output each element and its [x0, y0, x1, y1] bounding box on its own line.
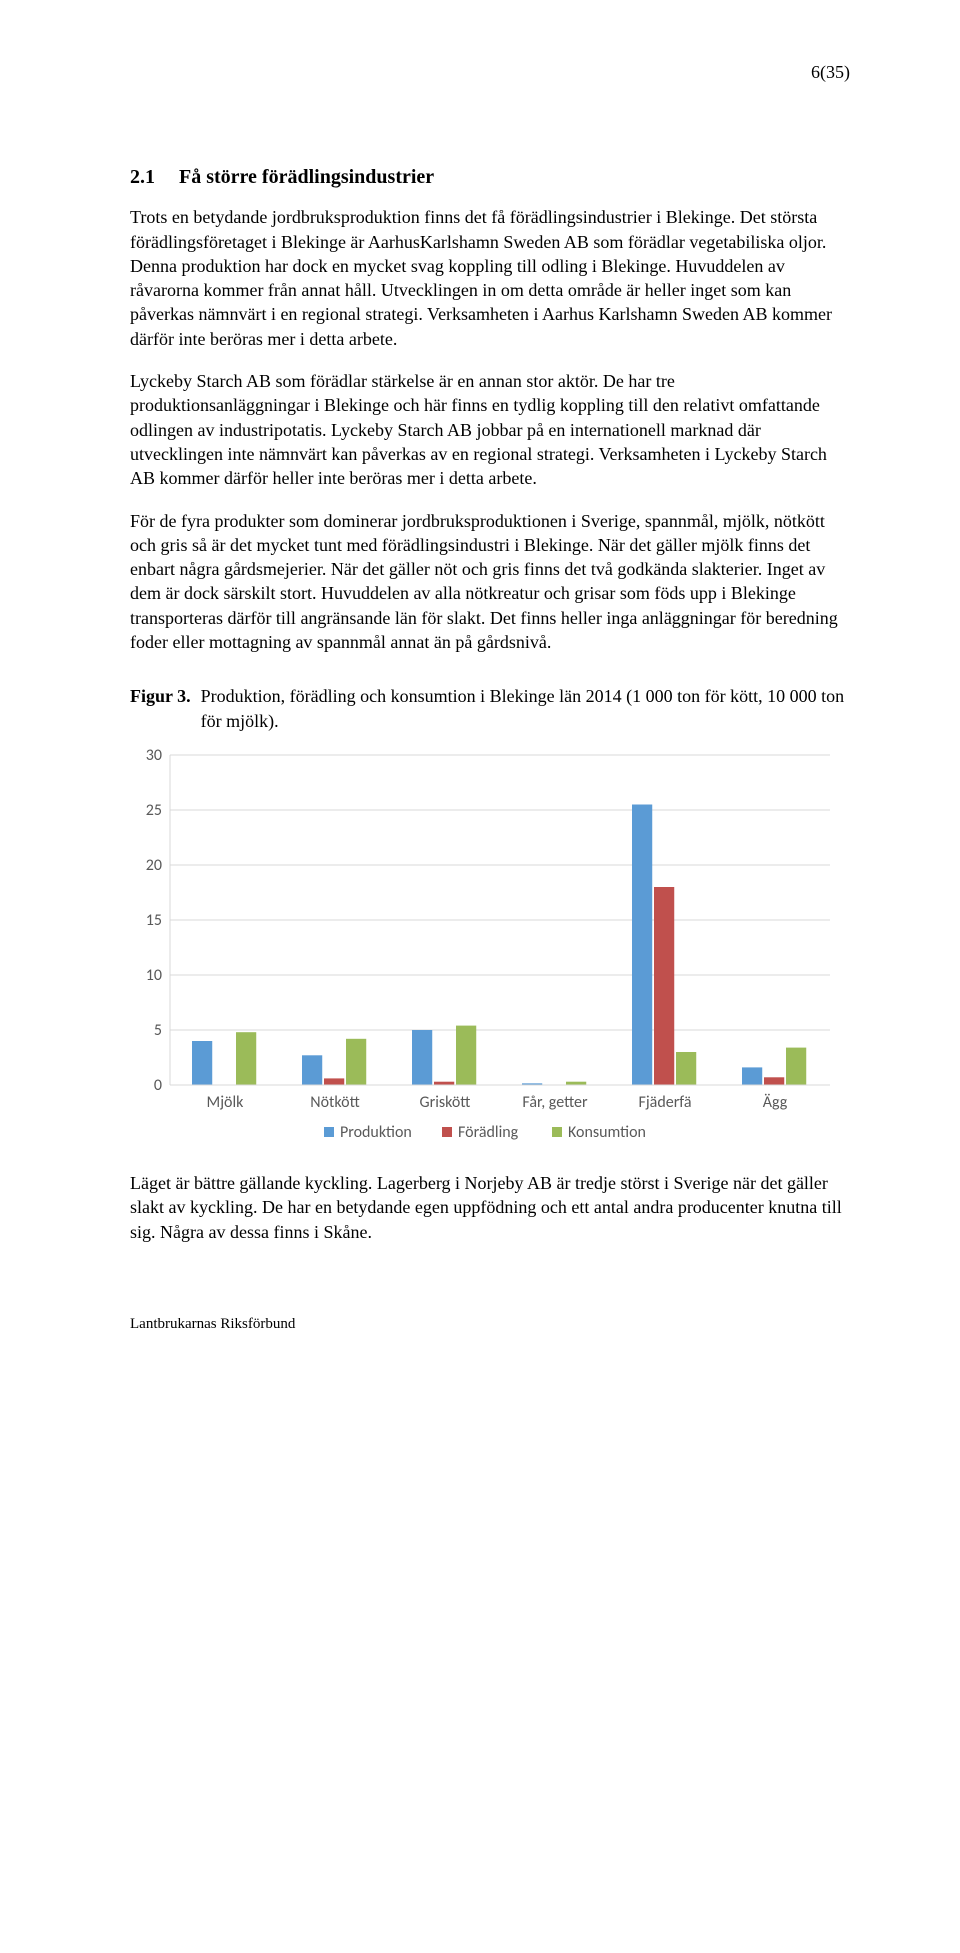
svg-text:Nötkött: Nötkött	[310, 1093, 359, 1112]
svg-text:Förädling: Förädling	[458, 1123, 519, 1142]
closing-paragraph: Läget är bättre gällande kyckling. Lager…	[130, 1171, 850, 1244]
footer-text: Lantbrukarnas Riksförbund	[130, 1314, 850, 1334]
body-paragraph: Lyckeby Starch AB som förädlar stärkelse…	[130, 369, 850, 490]
svg-text:Konsumtion: Konsumtion	[568, 1123, 646, 1142]
section-number: 2.1	[130, 164, 155, 191]
bar-chart: 0 5 10 15 20 25 30 Mjölk Nötkött Griskött Får, get…	[130, 745, 840, 1165]
svg-text:20: 20	[146, 856, 162, 875]
body-paragraph: För de fyra produkter som dominerar jord…	[130, 509, 850, 655]
svg-text:25: 25	[146, 801, 162, 820]
svg-text:Griskött: Griskött	[420, 1093, 471, 1112]
svg-text:Får, getter: Får, getter	[522, 1093, 588, 1112]
page-number: 6(35)	[130, 60, 850, 84]
svg-text:15: 15	[146, 911, 162, 930]
svg-text:Produktion: Produktion	[340, 1123, 412, 1142]
svg-text:10: 10	[146, 966, 162, 985]
svg-text:Mjölk: Mjölk	[207, 1093, 245, 1112]
svg-text:30: 30	[146, 746, 162, 765]
chart-container: 0 5 10 15 20 25 30 Mjölk Nötkött Griskött Får, get…	[130, 745, 850, 1165]
section-title: Få större förädlingsindustrier	[179, 166, 434, 188]
figure-heading: Figur 3. Produktion, förädling och konsu…	[130, 684, 850, 733]
svg-text:5: 5	[154, 1021, 162, 1040]
figure-label: Figur 3.	[130, 684, 191, 733]
svg-text:Ägg: Ägg	[763, 1093, 788, 1112]
section-heading: 2.1 Få större förädlingsindustrier	[130, 164, 850, 191]
body-paragraph: Trots en betydande jordbruksproduktion f…	[130, 205, 850, 351]
svg-text:Fjäderfä: Fjäderfä	[638, 1093, 691, 1112]
svg-text:0: 0	[154, 1076, 162, 1095]
figure-caption: Produktion, förädling och konsumtion i B…	[201, 684, 850, 733]
